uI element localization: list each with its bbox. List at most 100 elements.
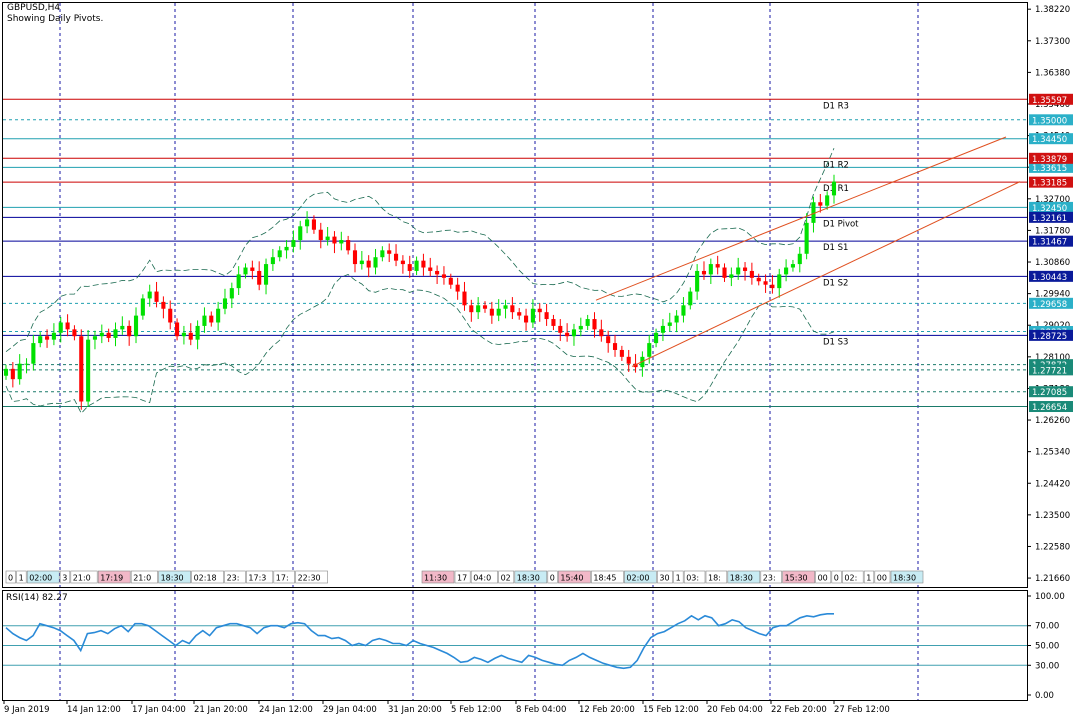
candle-body <box>291 240 296 247</box>
candle-body <box>831 181 837 196</box>
candle-body <box>435 270 440 275</box>
candle-body <box>202 315 207 326</box>
candle-body <box>688 291 693 306</box>
price-tag-bg <box>1029 270 1073 282</box>
candle-body <box>756 277 761 282</box>
session-label: 0 <box>550 574 555 583</box>
candle-body <box>45 336 50 340</box>
candle-body <box>517 312 522 316</box>
price-tag-bg <box>1029 211 1073 223</box>
candle-body <box>250 267 255 271</box>
candle-body <box>544 312 549 320</box>
price-tag-label: 1.32161 <box>1032 214 1067 224</box>
session-label-box <box>831 570 842 584</box>
session-label-box <box>191 570 224 584</box>
candle-body <box>770 284 775 289</box>
session-label: 02:00 <box>626 574 649 583</box>
chart-subtitle: Showing Daily Pivots. <box>7 14 104 24</box>
price-tag-label: 1.33185 <box>1032 179 1067 189</box>
candle-body <box>257 270 262 285</box>
session-label: 18:30 <box>517 574 540 583</box>
price-axis-label: 1.21660 <box>1035 574 1070 584</box>
price-tag-bg <box>1029 297 1073 309</box>
price-tag-bg <box>1029 176 1073 188</box>
session-label: 11:30 <box>424 574 447 583</box>
candle-body <box>31 343 36 364</box>
candle-body <box>263 264 269 285</box>
candle-body <box>530 308 535 323</box>
price-tag-bg <box>1029 114 1073 126</box>
candle-body <box>359 260 364 265</box>
session-label: 17:3 <box>248 574 266 583</box>
candle-body <box>79 336 84 402</box>
candle-body <box>510 305 515 313</box>
session-label-box <box>874 570 891 584</box>
session-label: 18:30 <box>161 574 184 583</box>
session-label: 18:30 <box>893 574 916 583</box>
candle-body <box>99 332 104 337</box>
session-label-box <box>273 570 295 584</box>
session-label: 1 <box>676 574 681 583</box>
candle-body <box>736 267 741 275</box>
rsi-axis-label: 0.00 <box>1035 691 1054 701</box>
time-axis-label: 21 Jan 20:00 <box>194 705 248 715</box>
price-axis-label: 1.37300 <box>1035 37 1070 47</box>
time-axis-label: 22 Feb 20:00 <box>771 705 827 715</box>
price-tag-label: 1.35000 <box>1032 116 1067 126</box>
price-axis-label: 1.32700 <box>1035 195 1070 205</box>
session-label: 23: <box>763 574 776 583</box>
candle-body <box>154 291 159 302</box>
session-label-box <box>59 570 71 584</box>
session-label-box <box>558 570 591 584</box>
candle-body <box>168 308 173 323</box>
price-tag-bg <box>1029 386 1073 398</box>
price-tag-label: 1.33615 <box>1032 164 1067 174</box>
candle-body <box>147 291 152 299</box>
session-label: 21:0 <box>133 574 151 583</box>
candle-body <box>455 284 460 292</box>
candle-body <box>65 322 70 330</box>
session-label-box <box>26 570 60 584</box>
pivot-label: D1 S3 <box>823 337 848 347</box>
session-label: 18: <box>708 574 721 583</box>
candle-body <box>790 264 795 268</box>
price-axis-label: 1.38220 <box>1035 5 1070 15</box>
price-tag-label: 1.26654 <box>1032 403 1067 413</box>
candle-body <box>305 219 310 227</box>
candle-body <box>715 264 720 268</box>
candle-body <box>462 291 467 306</box>
candle-body <box>339 240 344 244</box>
session-label: 23: <box>227 574 240 583</box>
session-label-box <box>624 570 657 584</box>
candle-body <box>161 301 166 309</box>
time-axis-label: 31 Jan 20:00 <box>388 705 442 715</box>
candle-body <box>585 319 590 326</box>
session-label-box <box>727 570 761 584</box>
candle-body <box>120 325 125 330</box>
candle-body <box>606 336 611 344</box>
candle-body <box>763 281 768 285</box>
rsi-axis-label: 70.00 <box>1035 622 1059 632</box>
session-label: 15:40 <box>560 574 583 583</box>
time-axis-label: 24 Jan 12:00 <box>259 705 313 715</box>
price-tag-label: 1.31467 <box>1032 238 1067 248</box>
price-axis-label: 1.31780 <box>1035 226 1070 236</box>
session-label-box <box>97 570 131 584</box>
candle-body <box>777 274 782 289</box>
upper-band <box>5 148 835 353</box>
session-label-box <box>295 570 328 584</box>
price-axis-label: 1.22580 <box>1035 542 1070 552</box>
time-axis-label: 12 Feb 20:00 <box>579 705 635 715</box>
time-axis-label: 14 Jan 12:00 <box>67 705 121 715</box>
session-label: 3 <box>62 574 67 583</box>
session-label: 1 <box>19 574 24 583</box>
candle-body <box>695 270 700 292</box>
price-tag-label: 1.34450 <box>1032 135 1067 145</box>
candle-body <box>647 343 652 357</box>
price-tag-label: 1.33879 <box>1032 155 1067 165</box>
price-tag-label: 1.28725 <box>1032 332 1067 342</box>
candle-body <box>654 332 659 344</box>
candle-body <box>578 325 583 330</box>
session-label-box <box>760 570 782 584</box>
